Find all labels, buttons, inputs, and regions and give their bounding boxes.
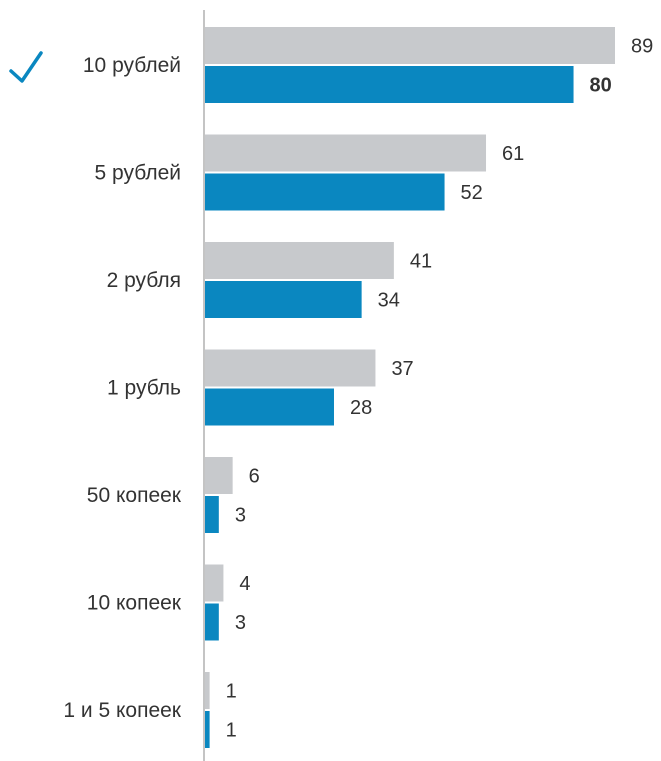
bar-series-1 xyxy=(205,457,233,494)
category-label: 5 рублей xyxy=(95,162,181,185)
value-label: 1 xyxy=(226,720,237,742)
bar-series-1 xyxy=(205,564,224,602)
value-label: 52 xyxy=(461,182,483,204)
bar-series-2 xyxy=(205,388,334,426)
value-label: 1 xyxy=(226,681,237,703)
bar-series-2 xyxy=(205,496,219,533)
value-label: 80 xyxy=(590,75,612,97)
bar-series-1 xyxy=(205,349,376,387)
bar-series-1 xyxy=(205,672,210,709)
value-label: 41 xyxy=(410,251,432,273)
value-label: 89 xyxy=(631,36,653,58)
bar-series-2 xyxy=(205,711,210,748)
category-label: 50 копеек xyxy=(87,484,182,507)
value-label: 4 xyxy=(239,573,250,595)
category-label: 1 рубль xyxy=(107,377,181,400)
value-label: 6 xyxy=(249,466,260,488)
value-label: 3 xyxy=(235,505,246,527)
category-labels: 10 рублей 5 рублей 2 рубля 1 рубль 50 копеек… xyxy=(63,54,181,722)
highlight-marker xyxy=(9,51,43,83)
bars xyxy=(205,27,615,748)
category-label: 1 и 5 копеек xyxy=(63,699,181,722)
bar-series-2 xyxy=(205,66,574,103)
category-label: 10 рублей xyxy=(83,54,181,77)
bar-series-1 xyxy=(205,242,394,279)
value-label: 3 xyxy=(235,612,246,634)
value-label: 28 xyxy=(350,397,372,419)
value-label: 37 xyxy=(391,358,413,380)
category-label: 10 копеек xyxy=(87,592,182,615)
bar-series-1 xyxy=(205,27,615,64)
bar-series-1 xyxy=(205,134,487,172)
bar-series-2 xyxy=(205,281,362,318)
value-label: 61 xyxy=(502,143,524,165)
checkmark-icon xyxy=(9,51,43,83)
value-label: 34 xyxy=(378,290,400,312)
bar-series-2 xyxy=(205,173,445,211)
category-label: 2 рубля xyxy=(107,269,181,292)
bar-series-2 xyxy=(205,603,219,641)
